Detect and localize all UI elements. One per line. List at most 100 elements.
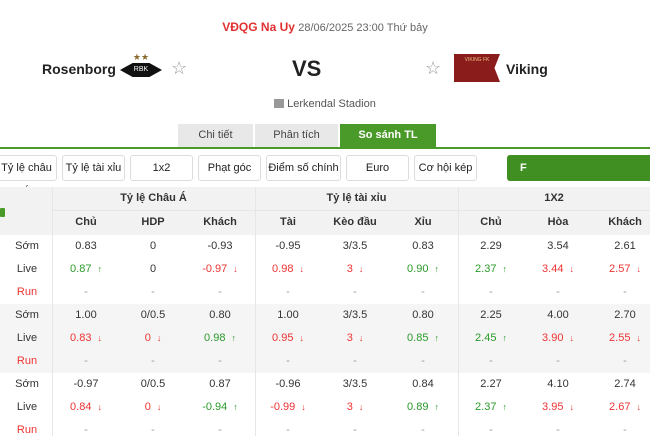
odds-cell[interactable]: 2.70 bbox=[592, 304, 650, 327]
odds-cell[interactable]: 0/0.5 bbox=[120, 373, 186, 396]
odds-cell[interactable]: - bbox=[255, 281, 321, 304]
filter-ty-le-tai-xiu[interactable]: Tỷ lệ tài xỉu bbox=[62, 155, 125, 181]
odds-cell[interactable]: - bbox=[525, 419, 591, 442]
odds-cell[interactable]: 0 ↓ bbox=[120, 396, 186, 419]
odds-cell[interactable]: 2.37 ↑ bbox=[458, 258, 524, 281]
odds-cell[interactable]: 4.10 bbox=[525, 373, 591, 396]
odds-cell[interactable]: - bbox=[53, 281, 119, 304]
home-team-name[interactable]: Rosenborg bbox=[42, 61, 116, 77]
odds-cell[interactable]: 4.00 bbox=[525, 304, 591, 327]
odds-cell[interactable]: -0.99 ↓ bbox=[255, 396, 321, 419]
odds-cell[interactable]: 0.89 ↑ bbox=[390, 396, 456, 419]
odds-cell[interactable]: 0.95 ↓ bbox=[255, 327, 321, 350]
tab-chi-tiet[interactable]: Chi tiết bbox=[178, 124, 253, 147]
odds-cell[interactable]: 0.83 bbox=[390, 235, 456, 258]
odds-cell[interactable]: 2.55 ↓ bbox=[592, 327, 650, 350]
row-label: Run bbox=[16, 424, 38, 436]
tab-phan-tich[interactable]: Phân tích bbox=[255, 124, 338, 147]
odds-cell[interactable]: - bbox=[592, 350, 650, 373]
odds-cell[interactable]: - bbox=[322, 419, 388, 442]
filter-euro-handicap[interactable]: Euro Handicap bbox=[346, 155, 409, 198]
odds-cell[interactable]: 2.37 ↑ bbox=[458, 396, 524, 419]
odds-cell[interactable]: - bbox=[322, 350, 388, 373]
odds-cell[interactable]: - bbox=[525, 350, 591, 373]
filter-1x2[interactable]: 1x2 bbox=[130, 155, 193, 181]
odds-cell[interactable]: -0.93 bbox=[187, 235, 253, 258]
odds-cell[interactable]: - bbox=[458, 281, 524, 304]
odds-cell[interactable]: 3.90 ↓ bbox=[525, 327, 591, 350]
odds-cell[interactable]: 2.67 ↓ bbox=[592, 396, 650, 419]
odds-cell[interactable]: 0 ↓ bbox=[120, 327, 186, 350]
odds-cell[interactable]: - bbox=[322, 281, 388, 304]
odds-cell[interactable]: 2.29 bbox=[458, 235, 524, 258]
odds-cell[interactable]: - bbox=[390, 419, 456, 442]
odds-cell[interactable]: 1.00 bbox=[255, 304, 321, 327]
odds-cell[interactable]: 0/0.5 bbox=[120, 304, 186, 327]
odds-cell[interactable]: 2.74 bbox=[592, 373, 650, 396]
odds-cell[interactable]: - bbox=[187, 350, 253, 373]
odds-cell[interactable]: 0.80 bbox=[187, 304, 253, 327]
odds-cell[interactable]: 2.27 bbox=[458, 373, 524, 396]
odds-cell[interactable]: 3.44 ↓ bbox=[525, 258, 591, 281]
odds-cell[interactable]: 0.87 ↑ bbox=[53, 258, 119, 281]
odds-cell[interactable]: 3.95 ↓ bbox=[525, 396, 591, 419]
odds-cell[interactable]: - bbox=[458, 419, 524, 442]
odds-cell[interactable]: 1.00 bbox=[53, 304, 119, 327]
odds-cell[interactable]: 0.90 ↑ bbox=[390, 258, 456, 281]
tab-so-sanh-tl[interactable]: So sánh TL bbox=[340, 124, 436, 147]
odds-cell[interactable]: - bbox=[525, 281, 591, 304]
odds-cell[interactable]: 0 bbox=[120, 258, 186, 281]
odds-cell[interactable]: 0.98 ↓ bbox=[255, 258, 321, 281]
filter-phat-goc[interactable]: Phạt góc bbox=[198, 155, 261, 181]
odds-value: - bbox=[286, 355, 290, 367]
odds-cell[interactable]: 0.85 ↑ bbox=[390, 327, 456, 350]
away-favorite-star-icon[interactable]: ☆ bbox=[425, 58, 442, 78]
odds-cell[interactable]: 2.61 bbox=[592, 235, 650, 258]
odds-cell[interactable]: -0.96 bbox=[255, 373, 321, 396]
odds-cell[interactable]: -0.97 ↓ bbox=[187, 258, 253, 281]
odds-cell[interactable]: - bbox=[120, 281, 186, 304]
odds-cell[interactable]: - bbox=[255, 419, 321, 442]
odds-cell[interactable]: - bbox=[120, 419, 186, 442]
odds-cell[interactable]: - bbox=[592, 281, 650, 304]
odds-cell[interactable]: -0.94 ↑ bbox=[187, 396, 253, 419]
odds-cell[interactable]: 3 ↓ bbox=[322, 258, 388, 281]
odds-cell[interactable]: 0.87 bbox=[187, 373, 253, 396]
odds-cell[interactable]: - bbox=[592, 419, 650, 442]
odds-cell[interactable]: 3/3.5 bbox=[322, 373, 388, 396]
odds-cell[interactable]: - bbox=[390, 281, 456, 304]
odds-cell[interactable]: - bbox=[390, 350, 456, 373]
odds-cell[interactable]: - bbox=[53, 419, 119, 442]
odds-cell[interactable]: - bbox=[120, 350, 186, 373]
expand-icon[interactable] bbox=[0, 208, 5, 217]
odds-cell[interactable]: 3/3.5 bbox=[322, 304, 388, 327]
filter-ty-le-chau-a[interactable]: Tỷ lệ châu Á bbox=[0, 155, 57, 198]
odds-cell[interactable]: 0.83 ↓ bbox=[53, 327, 119, 350]
odds-cell[interactable]: 0.83 bbox=[53, 235, 119, 258]
odds-cell[interactable]: 0.80 bbox=[390, 304, 456, 327]
filter-co-hoi-kep[interactable]: Cơ hội kép bbox=[414, 155, 477, 181]
odds-cell[interactable]: 2.45 ↑ bbox=[458, 327, 524, 350]
odds-cell[interactable]: 2.25 bbox=[458, 304, 524, 327]
home-favorite-star-icon[interactable]: ☆ bbox=[171, 58, 188, 78]
away-team-name[interactable]: Viking bbox=[506, 61, 548, 77]
odds-cell[interactable]: 2.57 ↓ bbox=[592, 258, 650, 281]
odds-cell[interactable]: 0.84 bbox=[390, 373, 456, 396]
odds-cell[interactable]: 3 ↓ bbox=[322, 396, 388, 419]
odds-cell[interactable]: 0.84 ↓ bbox=[53, 396, 119, 419]
odds-cell[interactable]: -0.95 bbox=[255, 235, 321, 258]
odds-cell[interactable]: - bbox=[53, 350, 119, 373]
odds-cell[interactable]: - bbox=[458, 350, 524, 373]
odds-cell[interactable]: 3.54 bbox=[525, 235, 591, 258]
odds-cell[interactable]: 3/3.5 bbox=[322, 235, 388, 258]
odds-cell[interactable]: - bbox=[255, 350, 321, 373]
filter-more-button[interactable]: F bbox=[507, 155, 650, 181]
odds-cell[interactable]: -0.97 bbox=[53, 373, 119, 396]
filter-diem-so-chinh-xac[interactable]: Điểm số chính xác bbox=[266, 155, 341, 198]
odds-cell[interactable]: 3 ↓ bbox=[322, 327, 388, 350]
odds-cell[interactable]: - bbox=[187, 419, 253, 442]
odds-cell[interactable]: - bbox=[187, 281, 253, 304]
odds-cell[interactable]: 0.98 ↑ bbox=[187, 327, 253, 350]
odds-cell[interactable]: 0 bbox=[120, 235, 186, 258]
league-name[interactable]: VĐQG Na Uy bbox=[222, 20, 295, 34]
